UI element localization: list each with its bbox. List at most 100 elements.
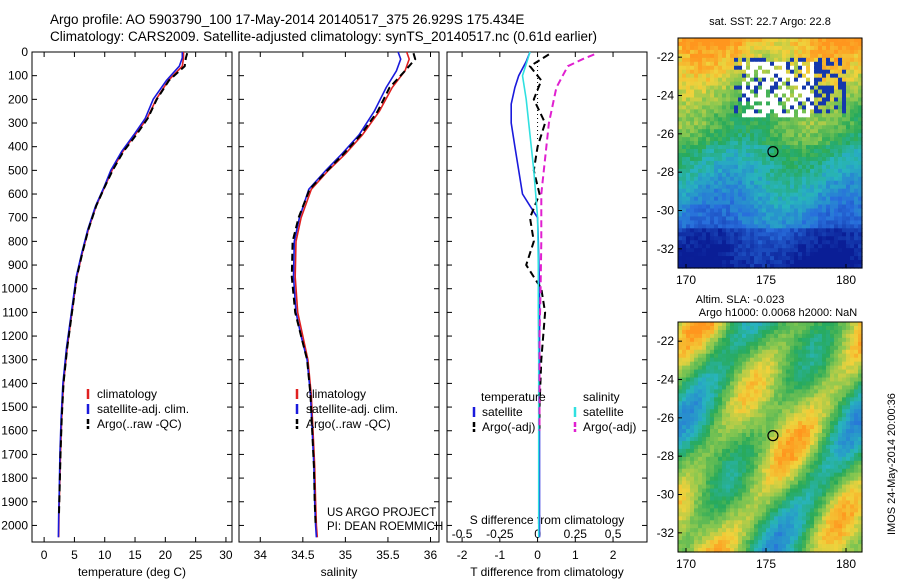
map-cell [766,73,771,79]
map-cell [846,345,851,351]
map-cell [838,345,843,351]
map-cell [850,373,855,379]
map-cell [730,57,735,63]
map-cell [746,329,751,335]
map-cell [770,476,775,482]
map-cell [854,425,859,430]
map-cell [806,168,811,174]
map-cell [746,409,751,414]
map-cell [690,488,695,494]
map-cell [754,204,759,210]
map-cell [694,133,699,138]
map-cell [786,69,791,75]
map-cell [802,409,807,414]
map-cell [734,121,739,126]
map-cell [726,456,731,462]
map-cell [770,264,775,269]
legend-label: climatology [306,387,366,401]
map-cell [762,216,767,222]
map-cell [802,476,807,482]
map-cell [822,357,827,363]
map-cell [758,129,763,134]
map-cell [698,325,703,331]
map-cell [802,236,807,241]
map-cell [714,129,719,134]
map-cell [818,437,823,442]
map-cell [686,153,691,158]
map-cell [838,204,843,210]
map-cell [758,53,763,59]
map-cell [746,73,751,79]
map-cell [726,468,731,474]
map-cell [838,337,843,343]
map-cell [754,429,759,434]
map-cell [678,216,683,222]
map-cell [810,401,815,406]
map-cell [838,228,843,233]
map-cell [742,184,747,190]
map-cell [722,252,727,257]
map-cell [770,452,775,458]
map-cell [738,113,743,118]
map-cell [766,160,771,166]
map-cell [810,444,815,450]
map-cell [754,496,759,502]
map-cell [698,172,703,178]
map-cell [750,377,755,383]
map-cell [834,244,839,249]
map-cell [790,41,795,47]
map-cell [846,192,851,198]
map-cell [802,456,807,462]
map-cell [742,405,747,410]
map-cell [706,93,711,99]
map-cell [682,448,687,454]
map-cell [834,377,839,383]
map-cell [746,421,751,426]
map-cell [858,41,863,47]
map-cell [762,365,767,371]
map-cell [762,224,767,229]
map-cell [770,73,775,79]
map-cell [842,444,847,450]
map-cell [814,405,819,410]
map-cell [742,322,747,327]
map-cell [782,156,787,162]
map-cell [726,365,731,371]
map-cell [682,437,687,442]
map-cell [762,153,767,158]
map-cell [766,133,771,138]
map-cell [730,105,735,110]
map-cell [830,133,835,138]
map-cell [810,141,815,146]
map-cell [706,184,711,190]
map-cell [718,192,723,198]
map-cell [822,105,827,110]
map-cell [746,57,751,63]
map-cell [850,417,855,422]
map-cell [774,496,779,502]
map-cell [814,484,819,490]
map-cell [814,204,819,210]
map-cell [850,180,855,186]
map-cell [846,153,851,158]
map-cell [750,69,755,75]
map-cell [766,188,771,194]
map-cell [678,322,683,327]
map-cell [722,228,727,233]
map-cell [854,73,859,79]
map-cell [834,405,839,410]
map-cell [714,322,719,327]
map-cell [838,460,843,466]
map-cell [858,176,863,182]
map-cell [858,212,863,218]
map-cell [722,105,727,110]
map-cell [806,93,811,99]
map-cell [778,232,783,237]
map-cell [722,73,727,79]
map-cell [794,133,799,138]
map-cell [686,484,691,490]
map-cell [686,145,691,150]
map-cell [770,77,775,83]
map-cell [822,49,827,55]
map-cell [798,184,803,190]
